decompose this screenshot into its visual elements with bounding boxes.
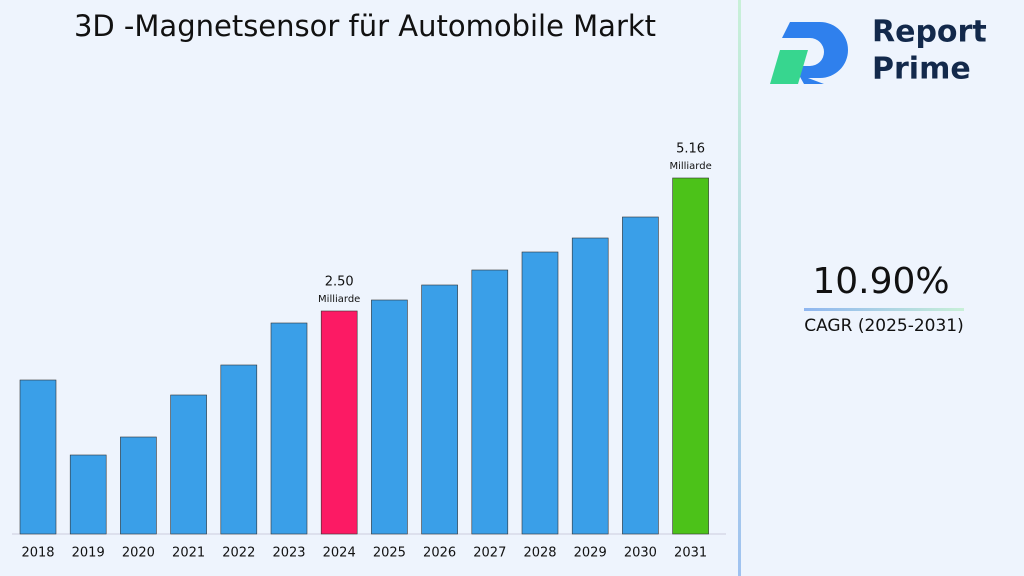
x-tick-label: 2028: [523, 546, 556, 561]
separator: [738, 0, 741, 576]
bar: [220, 364, 258, 535]
x-tick-label: 2024: [323, 546, 356, 561]
bar: [69, 454, 107, 535]
value-unit: Milliarde: [669, 161, 711, 172]
x-tick-label: 2019: [72, 546, 105, 561]
bar: [571, 237, 609, 535]
bar: [170, 394, 207, 535]
x-tick-label: 2029: [574, 546, 607, 561]
x-tick-label: 2020: [122, 546, 155, 561]
bar: [371, 299, 408, 535]
logo-text: Report: [872, 15, 987, 50]
x-tick-label: 2031: [674, 546, 707, 561]
value-label: 5.16: [676, 142, 705, 157]
logo-mark: [770, 50, 808, 84]
x-tick-label: 2030: [624, 546, 657, 561]
cagr-label: CAGR (2025-2031): [804, 316, 964, 336]
cagr-underline: [804, 308, 964, 311]
x-tick-label: 2021: [172, 546, 205, 561]
logo-text: Prime: [872, 52, 971, 87]
value-unit: Milliarde: [318, 294, 360, 305]
bar: [120, 436, 157, 535]
x-tick-label: 2027: [473, 546, 506, 561]
x-tick-label: 2022: [222, 546, 255, 561]
x-tick-label: 2023: [272, 546, 305, 561]
bar: [471, 269, 509, 535]
value-label: 2.50: [325, 275, 354, 290]
chart-title: 3D -Magnetsensor für Automobile Markt: [74, 9, 656, 43]
cagr-value: 10.90%: [812, 261, 949, 302]
bar: [19, 379, 57, 535]
bar: [622, 216, 659, 535]
bar: [421, 284, 458, 535]
x-tick-label: 2025: [373, 546, 406, 561]
x-tick-label: 2026: [423, 546, 456, 561]
bar: [672, 177, 709, 535]
logo: Report Prime: [770, 15, 987, 87]
bar: [270, 322, 308, 535]
bar: [320, 310, 358, 535]
x-tick-label: 2018: [21, 546, 54, 561]
bar: [521, 251, 559, 535]
